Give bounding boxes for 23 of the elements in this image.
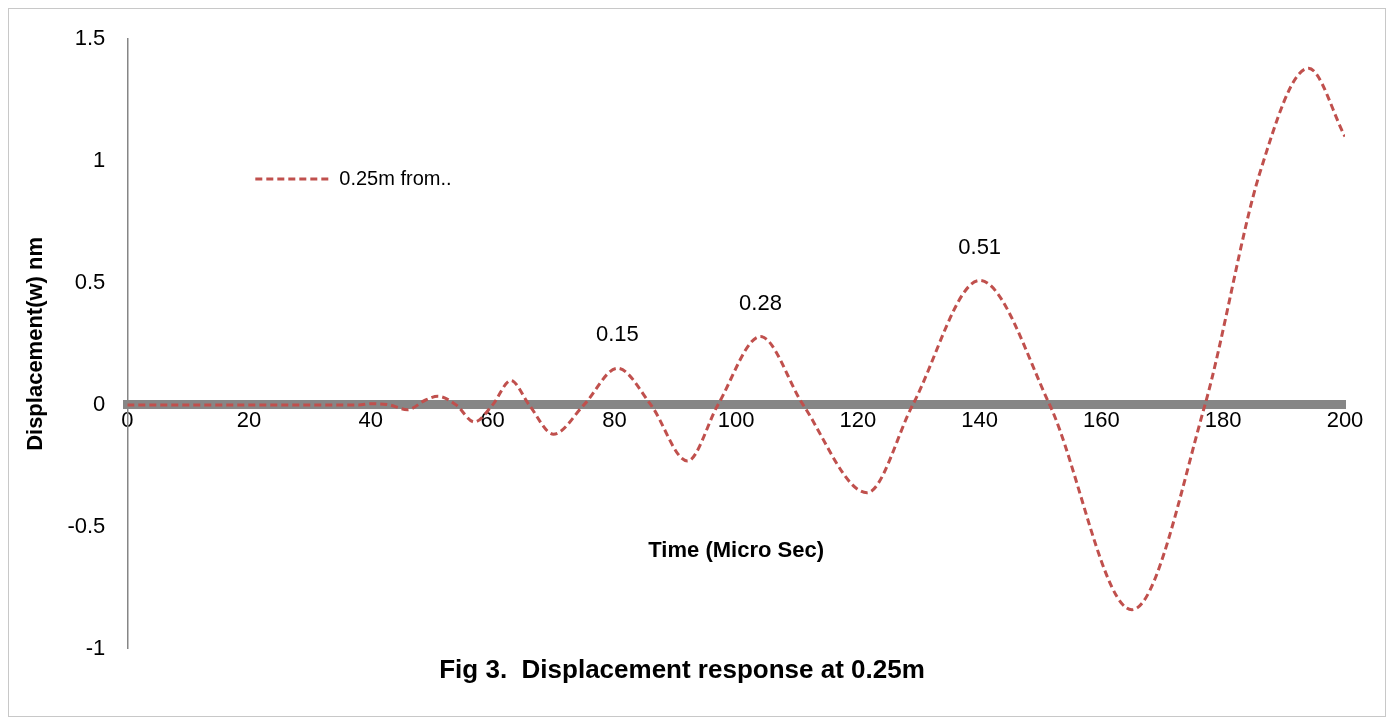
legend-label: 0.25m from.. bbox=[339, 166, 452, 189]
y-tick-label: -1 bbox=[85, 634, 106, 660]
text: Fig 3. Displacement response at 0.25m bbox=[439, 653, 925, 684]
annotation: 0.15 bbox=[596, 321, 639, 347]
x-tick-label: 140 bbox=[961, 407, 999, 433]
x-tick-label: 200 bbox=[1326, 407, 1364, 433]
annotation: 0.51 bbox=[958, 233, 1002, 259]
y-axis-title: Displacement(w) nm bbox=[22, 236, 48, 451]
x-tick-label: 100 bbox=[717, 407, 755, 433]
x-tick-label: 60 bbox=[480, 407, 505, 433]
x-tick-label: 20 bbox=[236, 407, 262, 433]
x-tick-label: 40 bbox=[358, 407, 384, 433]
y-tick-label: 1 bbox=[93, 147, 106, 173]
x-tick-label: 120 bbox=[839, 407, 877, 433]
y-tick-label: -0.5 bbox=[67, 512, 106, 538]
y-tick-label: 0 bbox=[93, 390, 106, 416]
x-tick-label: 160 bbox=[1083, 407, 1120, 433]
x-tick-label: 80 bbox=[602, 407, 627, 433]
annotation: 0.28 bbox=[739, 289, 782, 315]
y-tick-label: 1.5 bbox=[74, 25, 106, 51]
x-tick-label: 180 bbox=[1204, 407, 1242, 433]
y-tick-label: 0.5 bbox=[74, 268, 106, 294]
x-axis-title: Time (Micro Sec) bbox=[648, 536, 824, 562]
